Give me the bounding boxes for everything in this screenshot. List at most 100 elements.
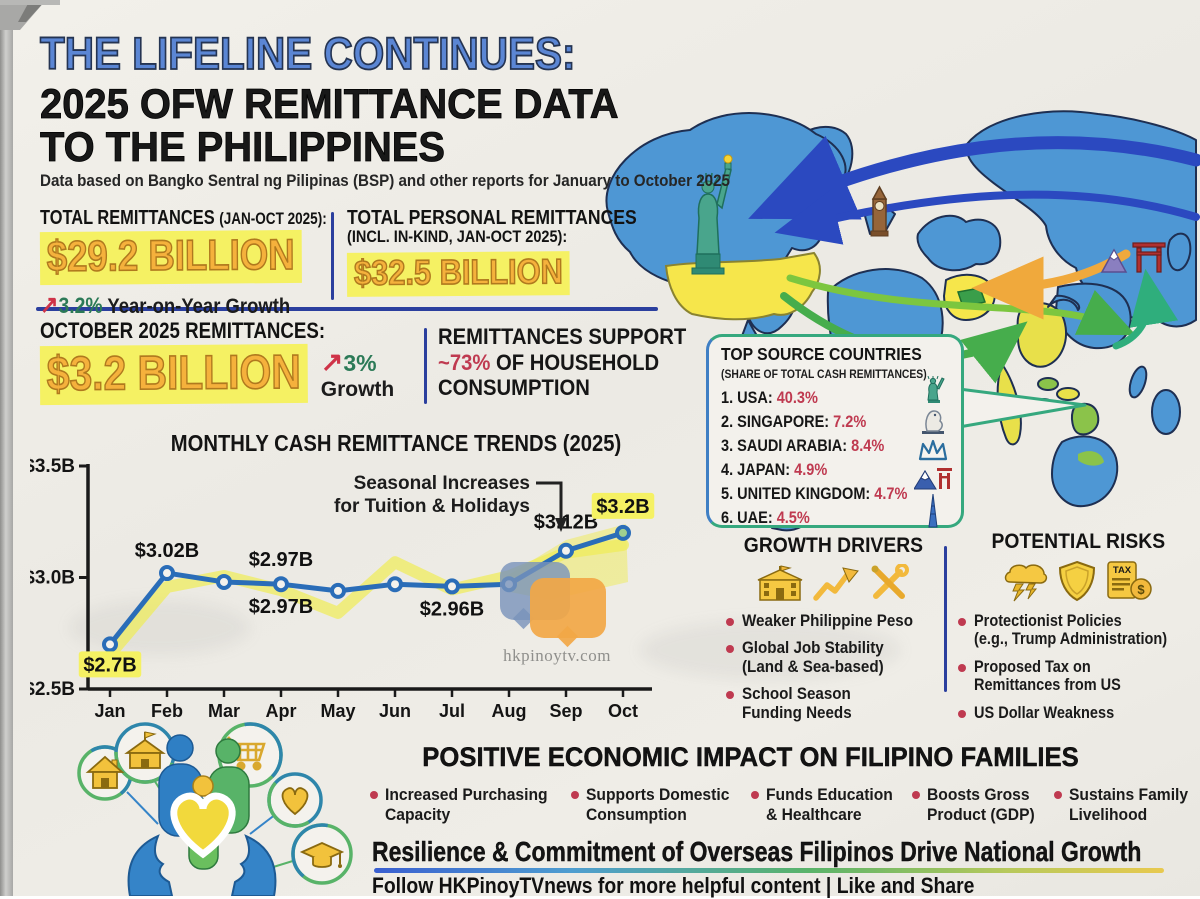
building-flag-icon (124, 731, 166, 769)
bullet-icon (958, 709, 966, 718)
point-label: $3.12B (534, 512, 599, 534)
bullet-icon (726, 618, 734, 626)
list-item: Protectionist Policies (e.g., Trump Admi… (958, 612, 1198, 649)
y-tick-label: $3.5B (30, 456, 75, 477)
potential-risks-section: POTENTIAL RISKS TAX $ Protectionist Poli… (958, 530, 1198, 731)
mount-fuji-map-icon (1100, 248, 1128, 273)
svg-text:$: $ (1137, 582, 1145, 597)
household-percent: ~73% (438, 349, 491, 375)
growth-label: Year-on-Year Growth (107, 295, 291, 318)
data-point (216, 573, 232, 590)
watermark-text: hkpinoytv.com (503, 646, 611, 665)
y-tick-label: $2.5B (30, 679, 75, 700)
whiteboard-frame-corner (0, 0, 60, 30)
annotation-line2: for Tuition & Holidays (334, 496, 530, 517)
list-item: Funds Education & Healthcare (750, 785, 904, 825)
follow-cta: Follow HKPinoyTVnews for more helpful co… (372, 873, 975, 898)
list-item: Global Job Stability (Land & Sea-based) (726, 639, 940, 676)
divider (36, 307, 658, 311)
up-arrow-icon: ↗ (320, 347, 344, 377)
speech-box-tail (957, 387, 1087, 429)
point-label: $2.97B (249, 549, 314, 571)
label-highlight (591, 492, 655, 519)
data-point (159, 565, 175, 582)
storm-cloud-icon (1004, 564, 1048, 602)
svg-text:TAX: TAX (1113, 565, 1132, 576)
impact-list: Increased Purchasing Capacity Supports D… (370, 785, 1198, 825)
bullet-icon (750, 791, 759, 799)
rising-arrow-icon (813, 567, 859, 601)
potential-risks-list: Protectionist Policies (e.g., Trump Admi… (958, 612, 1198, 722)
list-item: US Dollar Weakness (958, 704, 1198, 722)
whiteboard-frame (0, 0, 13, 896)
growth-percent: 3% (343, 350, 377, 376)
title-line-3: TO THE PHILIPPINES (40, 123, 446, 170)
divider (944, 546, 947, 692)
watermark: hkpinoytv.com (492, 556, 622, 668)
bullet-icon (1053, 791, 1062, 799)
total-remittances-stat: TOTAL REMITTANCES (JAN-OCT 2025): $29.2 … (39, 207, 332, 320)
impact-section: POSITIVE ECONOMIC IMPACT ON FILIPINO FAM… (370, 742, 1200, 825)
up-arrow-icon: ↗ (40, 291, 59, 319)
speech-bubble-icon (530, 578, 606, 648)
mount-fuji-torii-icon (914, 468, 952, 490)
bullet-icon (726, 645, 734, 654)
x-tick-label: Feb (151, 701, 183, 721)
growth-drivers-list: Weaker Philippine Peso Global Job Stabil… (726, 612, 940, 722)
family-figures (127, 734, 277, 896)
merlion-icon (922, 410, 944, 434)
point-label: $2.96B (420, 598, 485, 620)
house-icon (85, 755, 125, 789)
data-point (273, 576, 289, 593)
statue-of-liberty-map-icon (691, 154, 733, 275)
list-item: School Season Funding Needs (726, 685, 940, 722)
data-point (102, 636, 118, 653)
chart-title: MONTHLY CASH REMITTANCE TRENDS (2025) (170, 430, 622, 456)
heart-icon (281, 787, 309, 816)
data-point (558, 542, 574, 559)
bullet-icon (370, 791, 378, 799)
list-item: Weaker Philippine Peso (726, 612, 940, 630)
y-tick-label: $3.0B (30, 568, 75, 589)
graduation-cap-icon (299, 842, 345, 868)
bullet-icon (912, 791, 921, 799)
section-title: POTENTIAL RISKS (991, 530, 1165, 553)
torii-gate-map-icon (1132, 242, 1166, 273)
list-item: Increased Purchasing Capacity (370, 785, 562, 825)
crown-icon (918, 439, 948, 461)
october-remittances-stat: OCTOBER 2025 REMITTANCES: $3.2 BILLION ↗… (39, 318, 395, 406)
divider (424, 328, 427, 404)
statue-of-liberty-icon (927, 376, 945, 403)
personal-remittances-stat: TOTAL PERSONAL REMITTANCES (INCL. IN-KIN… (346, 207, 659, 297)
annotation-arrow (536, 481, 563, 520)
divider (331, 212, 334, 300)
stat-value: $32.5 BILLION (346, 251, 571, 297)
point-label: $3.02B (135, 540, 200, 562)
shopping-cart-icon (227, 736, 266, 771)
list-item: Proposed Tax on Remittances from US (958, 658, 1198, 695)
point-label: $2.97B (249, 596, 314, 618)
growth-label: Growth (320, 378, 395, 401)
box-subtitle: (SHARE OF TOTAL CASH REMITTANCES) (721, 369, 927, 381)
potential-risks-icons: TAX $ (958, 560, 1198, 602)
x-tick-label: Jun (379, 701, 411, 721)
stat-label: OCTOBER 2025 REMITTANCES: (40, 318, 326, 343)
list-item: Sustains Family Livelihood (1053, 785, 1198, 825)
box-title: TOP SOURCE COUNTRIES (721, 344, 922, 364)
tagline-underline (374, 868, 1164, 873)
annotation-arrowhead (555, 518, 567, 532)
burj-khalifa-icon (928, 494, 938, 528)
x-tick-label: Mar (208, 701, 240, 721)
stat-label-note: (JAN-OCT 2025): (219, 210, 327, 228)
growth-percent: 3.2% (58, 293, 103, 318)
x-tick-label: May (320, 701, 355, 721)
point-label: $2.7B (83, 654, 136, 676)
page-title: THE LIFELINE CONTINUES: 2025 OFW REMITTA… (39, 27, 790, 191)
data-source-note: Data based on Bangko Sentral ng Pilipina… (40, 172, 730, 190)
shield-icon (1058, 560, 1096, 602)
growth-drivers-section: GROWTH DRIVERS Weaker Philipp (726, 534, 940, 731)
bullet-icon (958, 663, 966, 672)
title-line-2: 2025 OFW REMITTANCE DATA (40, 80, 619, 127)
stat-value: $29.2 BILLION (39, 229, 302, 286)
